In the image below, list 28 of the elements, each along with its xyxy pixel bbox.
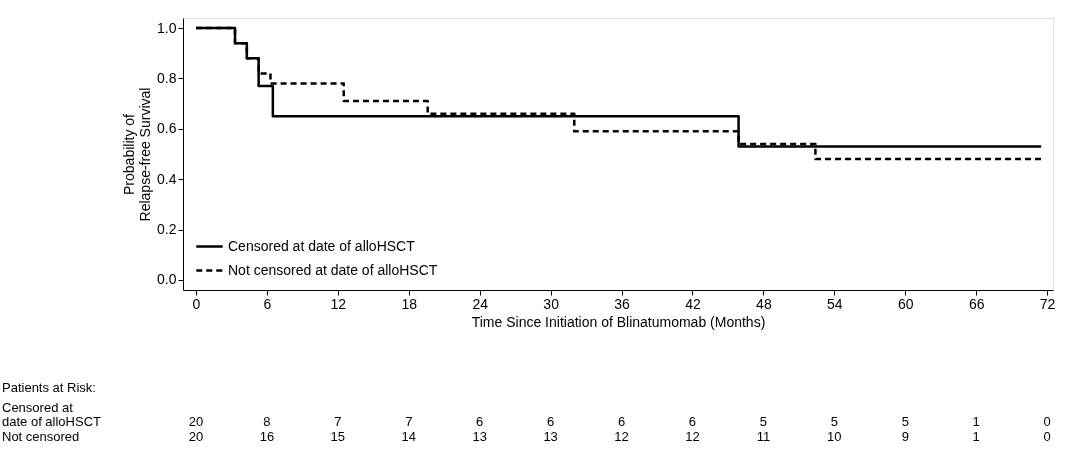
x-tick-label: 48 — [756, 295, 772, 312]
text: Patients at Risk: — [2, 380, 96, 395]
y-tick-label: 0.8 — [157, 69, 177, 86]
x-tick-label: 54 — [827, 295, 843, 312]
x-tick-label: 24 — [472, 295, 489, 312]
y-tick-label: 1.0 — [157, 19, 177, 36]
text: Censored at date of alloHSCT — [2, 400, 102, 429]
x-tick-label: 18 — [401, 295, 418, 312]
x-tick-label: 30 — [543, 295, 560, 312]
text: 20 8 7 7 6 6 6 6 5 5 5 1 0 — [188, 414, 1051, 429]
legend-label: Not censored at date of alloHSCT — [228, 261, 438, 278]
x-axis-title: Time Since Initiation of Blinatumomab (Months) — [471, 313, 766, 330]
y-tick-label: 0.2 — [157, 221, 177, 238]
text: 20 16 15 14 13 13 12 12 11 10 9 1 0 — [188, 429, 1051, 444]
x-tick-label: 66 — [968, 295, 985, 312]
y-tick-label: 0.6 — [157, 120, 177, 137]
text: Not censored — [2, 429, 80, 444]
x-tick-label: 12 — [330, 295, 347, 312]
y-tick-label: 0.4 — [157, 170, 177, 187]
y-axis-title: Probability of Relapse-free Survival — [121, 87, 154, 222]
x-tick-label: 72 — [1039, 295, 1056, 312]
x-tick-label: 60 — [897, 295, 914, 312]
legend-label: Censored at date of alloHSCT — [228, 237, 416, 254]
x-tick-label: 6 — [263, 295, 272, 312]
y-tick-label: 0.0 — [157, 271, 177, 288]
x-tick-label: 42 — [685, 295, 701, 312]
x-tick-label: 0 — [192, 295, 201, 312]
x-tick-label: 36 — [614, 295, 631, 312]
